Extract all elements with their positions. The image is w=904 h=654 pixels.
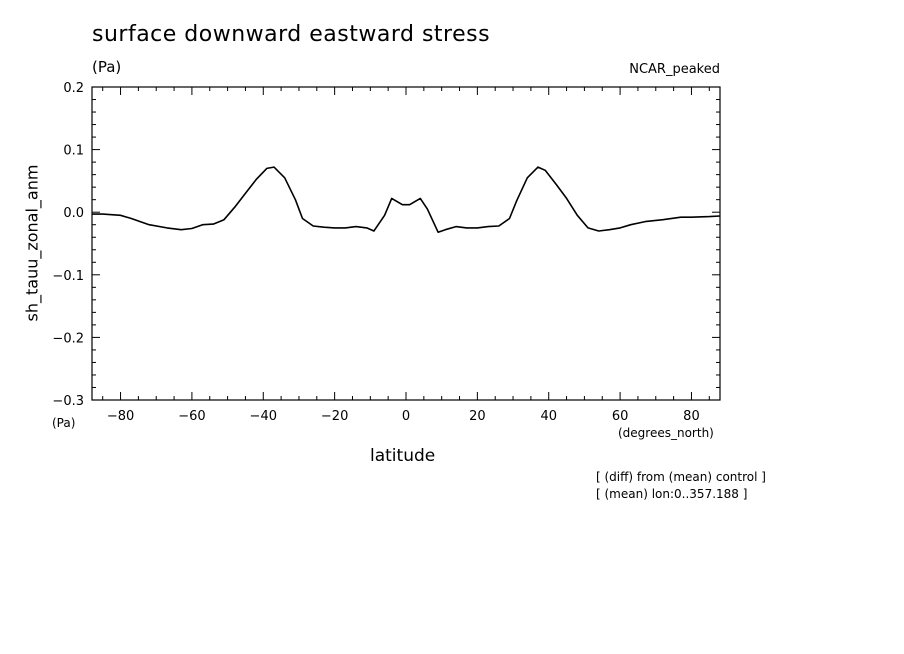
- tick-labels: −80 −60 −40 −20 0 20 40 60 80 −0.3 −0.2 −0.1 0.0 0.1 0…: [52, 81, 699, 424]
- footnote-mean: [ (mean) lon:0..357.188 ]: [596, 487, 748, 501]
- x-tick-label: 20: [469, 409, 486, 424]
- units-label-top: (Pa): [92, 58, 122, 76]
- plot-frame: [91, 86, 721, 401]
- y-tick-label: −0.3: [52, 394, 84, 409]
- x-tick-label: −40: [250, 409, 277, 424]
- x-tick-label: 60: [612, 409, 629, 424]
- dataset-label: NCAR_peaked: [629, 62, 720, 77]
- x-axis-units: (degrees_north): [618, 426, 714, 440]
- x-tick-label: −80: [107, 409, 134, 424]
- y-tick-label: 0.0: [63, 206, 84, 221]
- x-tick-label: −20: [321, 409, 348, 424]
- y-tick-label: −0.1: [52, 269, 84, 284]
- chart-title: surface downward eastward stress: [92, 22, 491, 47]
- series-line: [92, 166, 721, 233]
- axis-ticks: [92, 86, 720, 401]
- y-tick-label: −0.2: [52, 331, 84, 346]
- x-tick-label: 80: [683, 409, 700, 424]
- footnote-diff: [ (diff) from (mean) control ]: [596, 470, 766, 484]
- x-axis-label: latitude: [370, 446, 436, 466]
- y-tick-label: 0.1: [63, 144, 84, 159]
- y-tick-label: 0.2: [63, 81, 84, 96]
- x-tick-label: 40: [540, 409, 557, 424]
- x-tick-label: −60: [178, 409, 205, 424]
- x-tick-label: 0: [402, 409, 410, 424]
- units-label-bottom: (Pa): [52, 416, 76, 430]
- series-group: [92, 166, 721, 233]
